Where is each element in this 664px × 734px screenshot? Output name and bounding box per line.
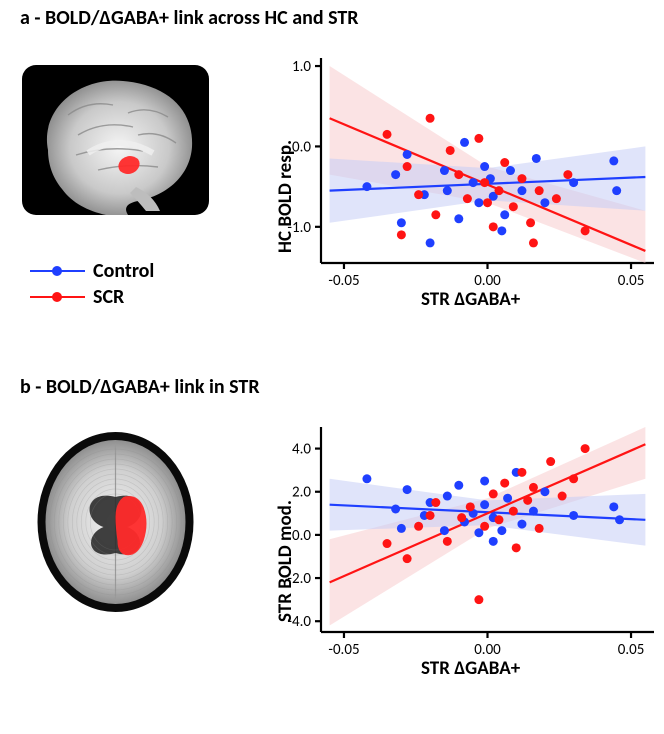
chart-b-svg: -0.050.000.05-4.0-2.00.02.04.0 (266, 417, 664, 677)
svg-text:1.0: 1.0 (292, 58, 311, 76)
legend-line-control (30, 270, 85, 272)
legend-label-scr: SCR (93, 285, 124, 309)
legend-line-scr (30, 296, 85, 298)
panel-a: a - BOLD/ΔGABA+ link across HC and STR C… (0, 0, 664, 375)
chart-a-ylabel: HC BOLD resp. (274, 140, 297, 253)
chart-b: STR BOLD mod. -0.050.000.05-4.0-2.00.02.… (266, 417, 664, 717)
panel-b: b - BOLD/ΔGABA+ link in STR STR BOLD mod… (0, 375, 664, 734)
chart-b-xlabel: STR ΔGABA+ (421, 657, 520, 680)
panel-b-title: b - BOLD/ΔGABA+ link in STR (20, 375, 260, 399)
panel-a-title: a - BOLD/ΔGABA+ link across HC and STR (20, 6, 359, 30)
chart-a: HC BOLD resp. -0.050.000.05-1.00.01.0 ST… (266, 48, 664, 328)
legend-dot-control (52, 266, 62, 276)
svg-text:-0.05: -0.05 (328, 272, 359, 290)
legend-label-control: Control (93, 259, 154, 283)
svg-text:4.0: 4.0 (292, 441, 311, 459)
legend-row-scr: SCR (30, 284, 154, 310)
legend-row-control: Control (30, 258, 154, 284)
svg-text:-0.05: -0.05 (328, 641, 359, 659)
brain-sagittal (18, 55, 213, 225)
legend-dot-scr (52, 292, 62, 302)
svg-text:0.05: 0.05 (618, 272, 645, 290)
svg-text:0.05: 0.05 (618, 641, 645, 659)
svg-text:2.0: 2.0 (292, 484, 311, 502)
chart-a-svg: -0.050.000.05-1.00.01.0 (266, 48, 664, 308)
chart-b-ylabel: STR BOLD mod. (274, 500, 297, 622)
legend: Control SCR (30, 258, 154, 310)
brain-axial (18, 427, 213, 597)
chart-a-xlabel: STR ΔGABA+ (421, 288, 520, 311)
figure-root: a - BOLD/ΔGABA+ link across HC and STR C… (0, 0, 664, 734)
